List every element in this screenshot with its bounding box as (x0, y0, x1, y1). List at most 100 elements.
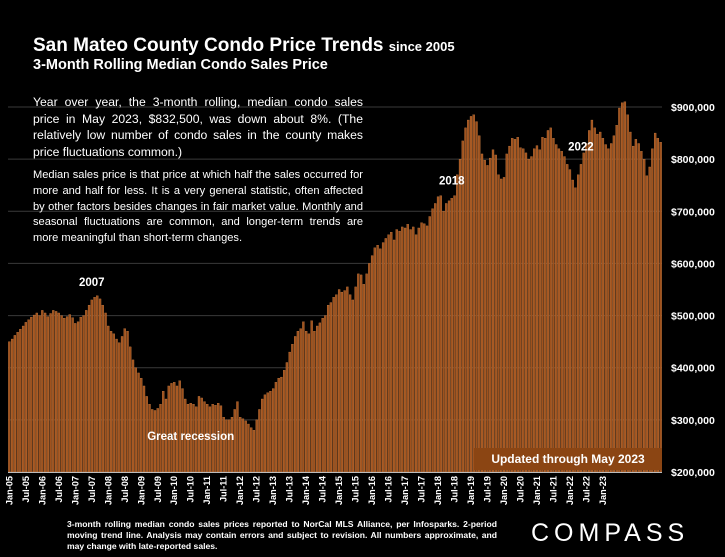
x-tick-label: Jul-21 (549, 476, 559, 503)
bar (27, 319, 30, 473)
x-tick-label: Jan-20 (499, 476, 509, 505)
bar (557, 148, 561, 473)
bar (544, 138, 547, 473)
bar (527, 158, 530, 473)
x-tick-label: Jul-14 (318, 475, 328, 502)
bar (456, 174, 459, 473)
bar (486, 165, 489, 473)
bar (126, 331, 129, 473)
bar (115, 338, 118, 473)
bar (530, 156, 533, 473)
bar (555, 144, 558, 473)
bar (489, 157, 492, 473)
bar (423, 223, 426, 473)
bar (244, 420, 247, 473)
bar (370, 255, 374, 473)
bar (475, 121, 478, 473)
bar (447, 200, 451, 473)
bar (96, 295, 99, 473)
bar (626, 114, 629, 473)
bar (261, 398, 264, 473)
bar (228, 419, 231, 473)
bar (90, 299, 93, 473)
bar (46, 316, 49, 473)
y-tick-label: $600,000 (671, 258, 715, 270)
bar (508, 145, 511, 473)
bar (112, 333, 115, 473)
bar (439, 195, 442, 473)
bar (629, 131, 632, 473)
bar (368, 263, 371, 473)
bar (458, 158, 462, 473)
bar (19, 328, 22, 473)
bar (546, 130, 550, 473)
bar (307, 333, 311, 473)
bar (247, 423, 250, 473)
bar (632, 145, 635, 473)
bar (579, 164, 583, 473)
x-tick-label: Jan-06 (37, 476, 47, 505)
bar (32, 314, 36, 473)
bar (252, 430, 256, 473)
bar (299, 328, 302, 473)
bar (43, 312, 47, 473)
bar (129, 346, 132, 473)
bar (123, 328, 126, 473)
x-tick-label: Jan-09 (136, 476, 146, 505)
bar (225, 419, 228, 473)
bar (577, 174, 580, 473)
bar (76, 321, 80, 473)
bar (35, 312, 38, 473)
bar (173, 382, 176, 473)
bar (170, 383, 173, 473)
bar (315, 325, 319, 473)
bar (291, 344, 294, 473)
bar (607, 148, 610, 473)
x-tick-label: Jan-12 (235, 476, 245, 505)
bar (442, 211, 445, 473)
x-tick-label: Jan-05 (4, 476, 14, 505)
bar (38, 315, 41, 473)
updated-banner-label: Updated through May 2023 (491, 452, 645, 466)
bar (643, 158, 646, 473)
bar (324, 315, 327, 473)
y-tick-label: $800,000 (671, 154, 715, 166)
bar (348, 294, 352, 473)
x-axis-ticks: Jan-05 Jul-05 Jan-06 Jul-06 Jan-07 Jul-07 Jan-… (4, 475, 608, 505)
bar (637, 143, 640, 473)
bar (373, 247, 376, 473)
bar (274, 382, 278, 473)
bar (302, 321, 305, 473)
bar (10, 338, 14, 473)
bar (376, 245, 379, 473)
x-tick-label: Jan-08 (103, 476, 113, 505)
x-tick-label: Jan-17 (400, 476, 410, 505)
bar (258, 409, 261, 473)
bar (142, 385, 146, 473)
x-tick-label: Jan-15 (334, 476, 344, 505)
bar (65, 316, 69, 473)
chart-subtitle: 3-Month Rolling Median Condo Sales Price (33, 57, 328, 73)
x-tick-label: Jan-18 (433, 476, 443, 505)
bar (610, 143, 613, 473)
bar (57, 312, 60, 473)
bar (505, 153, 508, 473)
bar (296, 331, 300, 473)
bar (74, 323, 77, 473)
bar (101, 304, 104, 473)
bar (71, 317, 74, 473)
bar (118, 342, 121, 473)
bar (21, 325, 25, 473)
bar (541, 137, 544, 473)
bar (403, 227, 407, 473)
bar (398, 230, 401, 473)
bar (305, 331, 308, 473)
bar (436, 196, 440, 473)
bar (412, 226, 415, 473)
bar (52, 310, 55, 473)
bar (255, 419, 258, 473)
bar (230, 417, 234, 473)
bar (310, 320, 313, 473)
bar (340, 291, 344, 473)
bar (601, 138, 605, 473)
